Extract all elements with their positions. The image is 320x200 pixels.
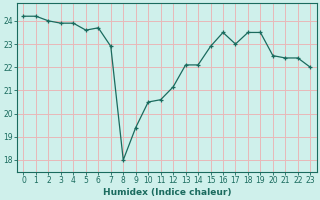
X-axis label: Humidex (Indice chaleur): Humidex (Indice chaleur) <box>103 188 231 197</box>
